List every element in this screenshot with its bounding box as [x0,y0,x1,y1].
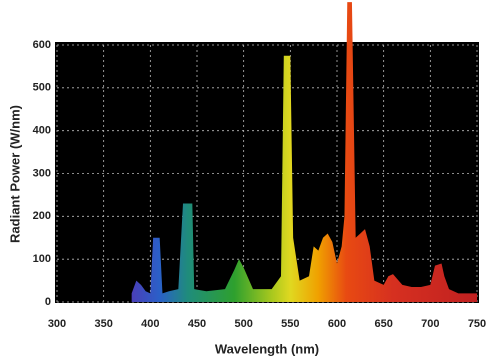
x-tick-label: 550 [281,318,299,330]
plot-area [55,42,479,303]
x-axis-label: Wavelength (nm) [215,341,319,356]
x-tick-label: 450 [188,318,206,330]
x-tick-label: 500 [234,318,252,330]
y-tick-label: 300 [33,167,51,179]
x-tick-label: 700 [421,318,439,330]
y-tick-label: 0 [45,296,51,308]
x-tick-label: 750 [468,318,486,330]
y-tick-label: 500 [33,82,51,94]
y-tick-label: 600 [33,39,51,51]
y-axis-label: Radiant Power (W/nm) [7,105,22,243]
x-tick-label: 400 [141,318,159,330]
y-tick-label: 100 [33,253,51,265]
x-tick-label: 300 [48,318,66,330]
spectrum-area [131,2,477,303]
y-tick-label: 200 [33,210,51,222]
y-tick-label: 400 [33,125,51,137]
x-tick-label: 600 [328,318,346,330]
x-tick-label: 350 [94,318,112,330]
x-tick-label: 650 [374,318,392,330]
